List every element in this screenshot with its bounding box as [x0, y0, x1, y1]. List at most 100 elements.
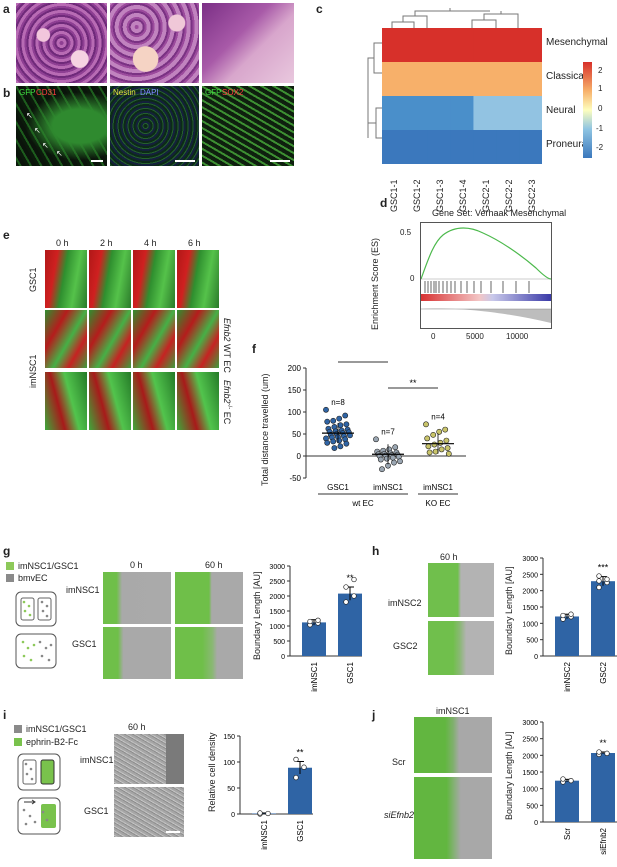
sig-label: ** [409, 378, 417, 388]
bar [555, 780, 579, 822]
wound-image-imnsc1-60h [175, 572, 243, 624]
scatter-ylabel: Total distance travelled (um) [260, 373, 270, 486]
data-point [596, 584, 602, 591]
y-tick-label: 1500 [269, 609, 285, 616]
heatmap-cell [473, 28, 497, 63]
heatmap-cell [404, 130, 429, 164]
gsea-ytick: 0 [410, 274, 415, 283]
data-point [323, 406, 329, 413]
data-point [568, 778, 574, 784]
he-image-1 [16, 3, 107, 83]
wound-image-siefnb2 [414, 777, 492, 859]
data-point [337, 422, 344, 429]
data-point [330, 438, 337, 445]
legend-swatch-ephrin [14, 738, 22, 746]
insert-diagram [17, 753, 61, 835]
label-nestin: Nestin [113, 88, 136, 97]
y-tick-label: 2500 [522, 737, 538, 744]
data-point [337, 443, 344, 450]
colorbar-tick: 2 [598, 66, 603, 75]
bar-chart-g: 3000 2500 2000 1500 1000 500 0 imNSC1 ** GSC1 [269, 564, 362, 692]
label-gfp-1: GFP [19, 88, 36, 97]
y-tick-label: 100 [288, 408, 302, 417]
arrow-icon: ↖ [34, 126, 41, 135]
row-label-scr: Scr [392, 757, 406, 767]
heatmap-cell [496, 96, 520, 131]
row-label-imnsc2: imNSC2 [388, 598, 422, 608]
data-point [423, 421, 429, 428]
heatmap-cell [382, 130, 406, 164]
heatmap-col-label: GSC1-2 [412, 179, 423, 212]
gsea-title: Gene Set: Verhaak Mesenchymal [432, 208, 567, 218]
row-label-gsc1: GSC1 [84, 806, 109, 816]
data-point [343, 440, 350, 447]
time-label: 2 h [100, 238, 113, 248]
y-tick-label: 0 [231, 812, 235, 819]
y-tick-label: 0 [297, 452, 302, 461]
data-point [301, 764, 307, 770]
heatmap-cell [450, 62, 474, 97]
ephrin-stripe [166, 734, 184, 784]
data-point [377, 456, 384, 463]
heatmap-cell [473, 62, 497, 97]
legend-label-cells: imNSC1/GSC1 [18, 561, 79, 571]
timelapse-imnsc1-wt-6h [177, 310, 219, 368]
gsea-xtick: 0 [431, 332, 436, 341]
data-point [392, 444, 399, 451]
y-tick-label: 2000 [522, 753, 538, 760]
gsea-curve [420, 227, 552, 323]
data-point [265, 810, 271, 817]
data-point [424, 435, 431, 442]
data-point [330, 417, 337, 424]
scale-bar [91, 160, 103, 162]
y-tick-label: 0 [534, 654, 538, 661]
category-label: imNSC1 [373, 483, 403, 492]
data-point [315, 617, 321, 623]
data-point [379, 466, 385, 473]
arrow-icon: ↖ [26, 111, 33, 120]
y-tick-label: 1500 [522, 605, 538, 612]
heatmap-cell [404, 62, 429, 97]
data-point [391, 459, 397, 466]
y-tick-label: 500 [526, 803, 538, 810]
insert-diagram [15, 591, 57, 669]
panel-label-g: g [3, 544, 11, 558]
row-label-imnsc1: imNSC1 [66, 585, 100, 595]
y-tick-label: 0 [281, 654, 285, 661]
category-label: Scr [563, 828, 572, 840]
data-point [343, 584, 349, 590]
data-point [560, 612, 566, 619]
bar [302, 622, 326, 656]
timelapse-gsc1-0h [45, 250, 87, 308]
category-label: GSC1 [327, 483, 349, 492]
y-tick-label: 3000 [269, 564, 285, 571]
wound-image-scr [414, 717, 492, 773]
data-point [596, 578, 602, 584]
bar [591, 753, 615, 822]
row-label-siefnb2: siEfnb2 [384, 810, 415, 820]
colorbar-tick: 1 [598, 84, 603, 93]
bar-i-ylabel: Relative cell density [207, 732, 217, 812]
heatmap-row-label-proneural: Proneural [546, 139, 590, 150]
y-tick-label: 3000 [522, 720, 538, 727]
row-label-gsc2: GSC2 [393, 641, 418, 651]
panel-label-e: e [3, 228, 10, 242]
y-tick-label: 50 [292, 430, 301, 439]
data-point [430, 431, 437, 438]
row-dendrogram [367, 42, 382, 139]
colorbar-tick: -1 [596, 124, 604, 133]
gsea-xtick: 10000 [506, 332, 529, 341]
data-point [293, 774, 299, 781]
bar-g-ylabel: Boundary Length [AU] [252, 571, 262, 660]
data-point [373, 436, 379, 443]
time-label: 6 h [188, 238, 201, 248]
sig-label: *** [358, 358, 369, 363]
fluorescence-image-1: GFP CD31 ↖ ↖ ↖ ↖ [16, 86, 107, 166]
time-label: 4 h [144, 238, 157, 248]
n-label: n=8 [331, 398, 345, 407]
y-tick-label: 200 [288, 364, 302, 373]
wound-image-gsc1-0h [103, 627, 171, 679]
heatmap-row-label-classical: Classical [546, 71, 587, 82]
category-label: imNSC2 [563, 661, 572, 691]
